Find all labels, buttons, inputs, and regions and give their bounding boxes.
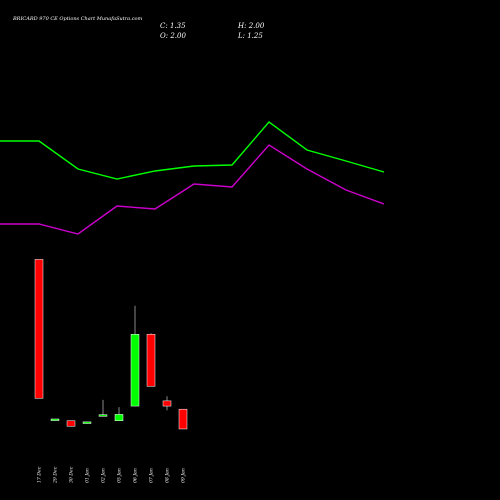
candle-body <box>66 420 76 427</box>
x-tick-label: 30 Dec <box>69 466 75 483</box>
x-tick-label: 06 Jan <box>133 468 139 483</box>
candle-body <box>82 421 92 424</box>
candle-body <box>98 414 108 417</box>
x-tick-label: 07 Jan <box>149 468 155 483</box>
close-value: C: 1.35 <box>160 22 186 30</box>
x-tick-label: 09 Jan <box>181 468 187 483</box>
high-value: H: 2.00 <box>237 22 265 30</box>
open-value: O: 2.00 <box>160 32 186 40</box>
candle-body <box>162 400 172 407</box>
ma-line-short <box>0 121 385 180</box>
candle-body <box>178 408 188 430</box>
x-tick-label: 02 Jan <box>101 468 107 483</box>
x-tick-label: 05 Jan <box>117 468 123 483</box>
candle-body <box>146 334 156 387</box>
candles <box>34 259 188 430</box>
x-tick-label: 08 Jan <box>165 468 171 483</box>
candle-body <box>114 414 124 421</box>
x-tick-label: 17 Dec <box>37 466 43 483</box>
chart-title: BRICARD 970 CE Options Chart MunafaSutra… <box>12 16 143 22</box>
ma-line-long <box>0 144 385 235</box>
x-tick-label: 01 Jan <box>85 468 91 483</box>
candle-body <box>50 418 60 421</box>
x-tick-label: 29 Dec <box>53 466 59 484</box>
candle-body <box>34 259 44 399</box>
moving-average-lines <box>0 121 385 235</box>
candle-body <box>130 334 140 407</box>
x-axis-ticks: 17 Dec 29 Dec 30 Dec 01 Jan 02 Jan 05 Jan 06 J… <box>37 466 187 484</box>
low-value: L: 1.25 <box>237 32 263 40</box>
